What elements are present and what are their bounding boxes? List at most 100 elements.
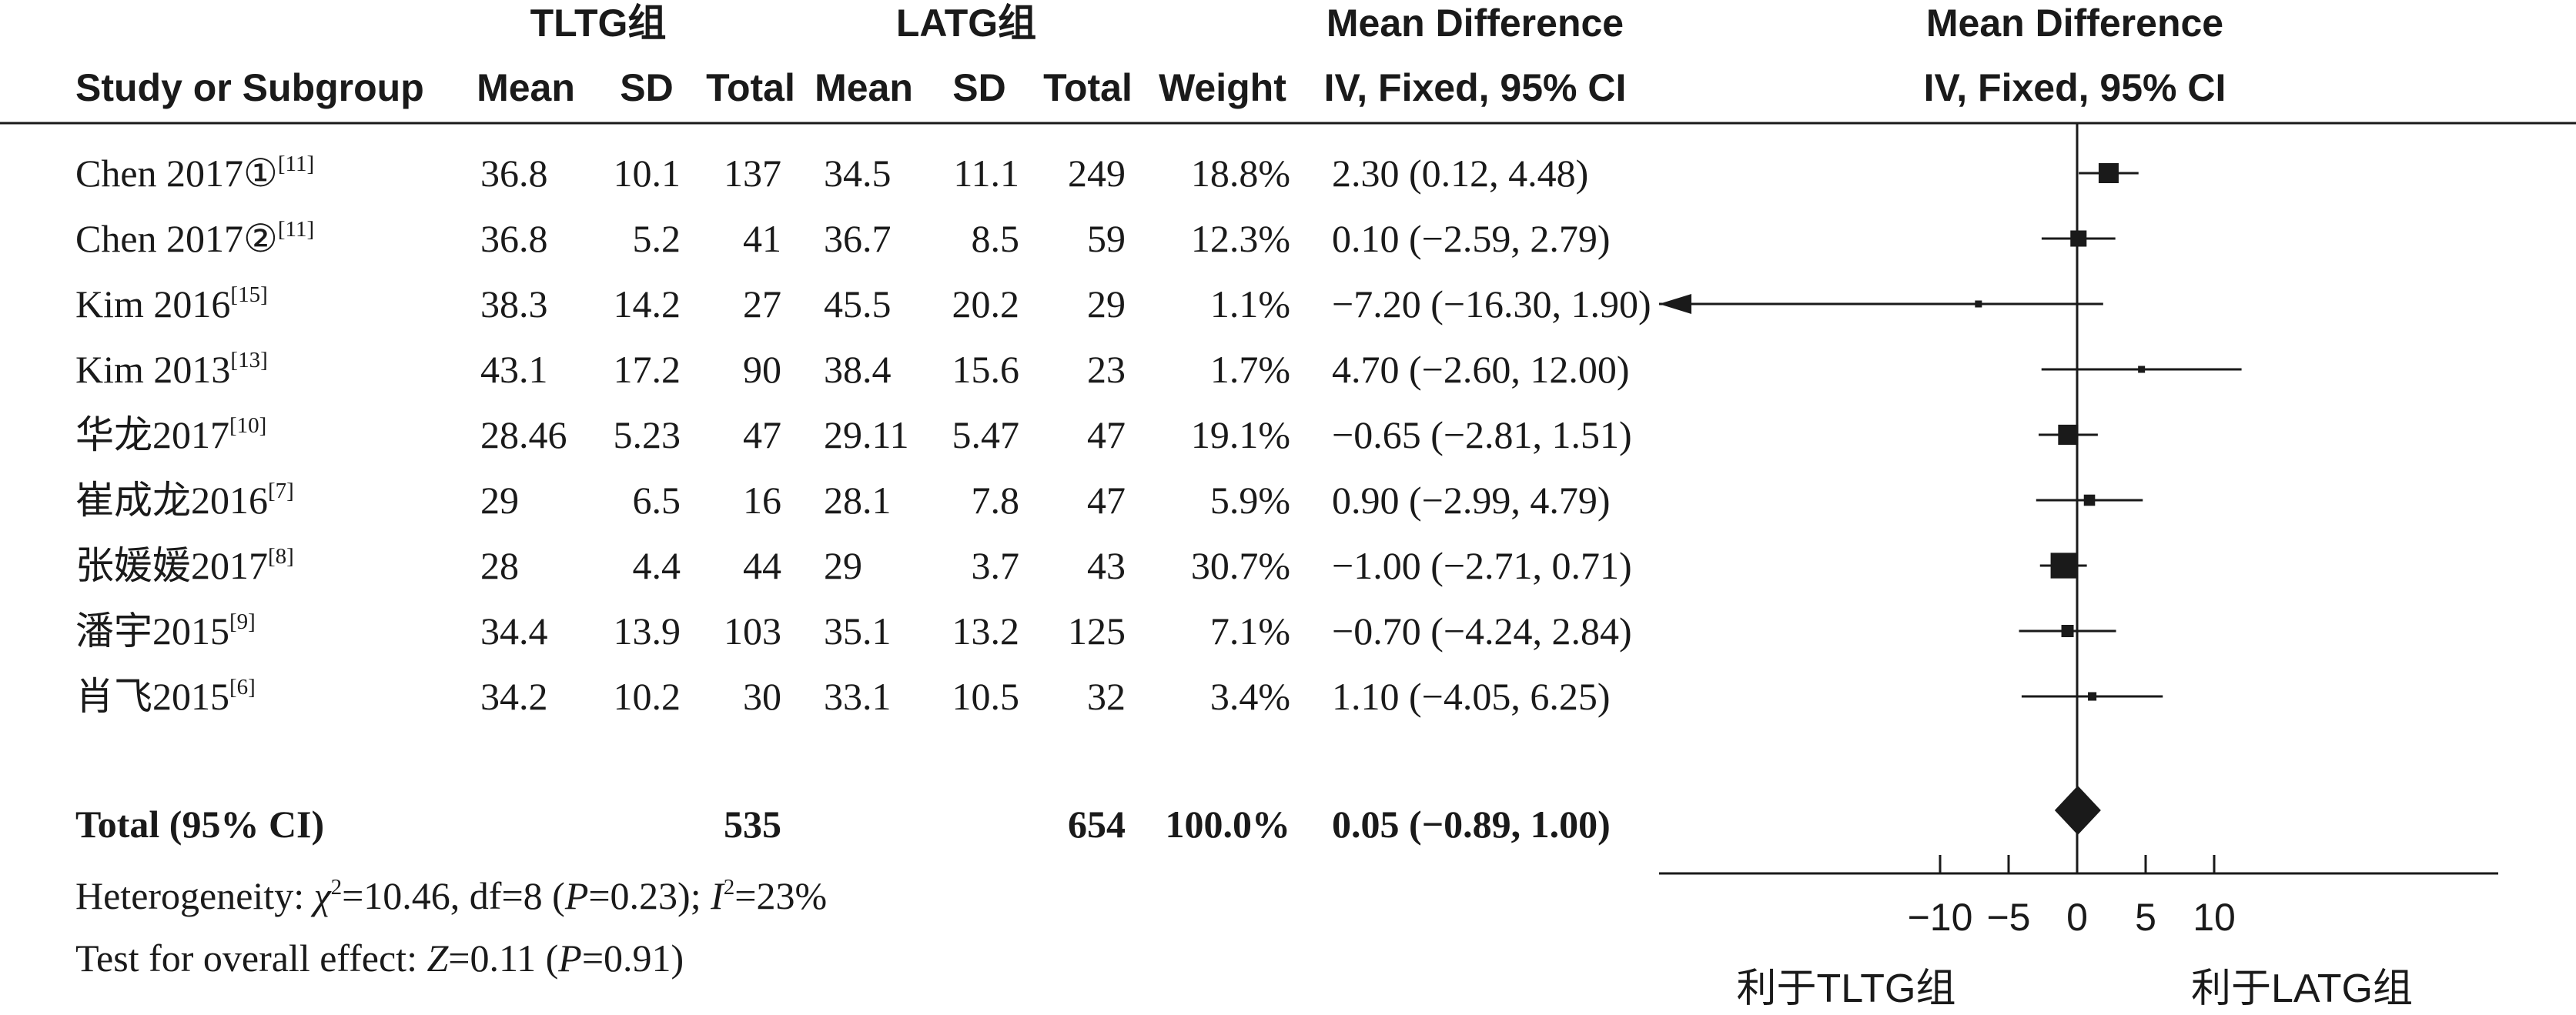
study-rows: Chen 2017①[11] 36.8 10.1 137 34.5 11.1 249 18.8… [75, 152, 1651, 718]
study-name-text: 崔成龙2016 [75, 479, 268, 522]
group1-sd-cell: 13.9 [614, 609, 681, 653]
total-ci: 0.05 (−0.89, 1.00) [1332, 803, 1611, 846]
mean-difference-ci-cell: −7.20 (−16.30, 1.90) [1332, 282, 1651, 326]
group2-total-cell: 47 [1087, 413, 1126, 456]
group2-total-header: Total [1043, 66, 1132, 109]
study-name-text: 华龙2017 [75, 413, 229, 456]
group2-sd-cell: 8.5 [972, 217, 1020, 260]
study-name-text: Chen 2017② [75, 217, 278, 260]
mean-difference-ci-cell: −0.65 (−2.81, 1.51) [1332, 413, 1632, 456]
group1-total-cell: 137 [724, 152, 781, 195]
group1-total-header: Total [706, 66, 795, 109]
group2-sd-cell: 7.8 [972, 479, 1020, 522]
group2-mean-cell: 29.11 [824, 413, 909, 456]
x-axis-tick-label: 5 [2135, 896, 2156, 939]
group2-mean-header: Mean [815, 66, 913, 109]
overall-p-value: =0.91) [582, 937, 684, 980]
heterogeneity-p-symbol: P [564, 874, 589, 917]
study-reference: [6] [229, 675, 256, 699]
study-row: Kim 2016[15] 38.3 14.2 27 45.5 20.2 29 1.1% −7.2… [75, 282, 1651, 326]
group2-sd-cell: 13.2 [952, 609, 1020, 653]
group1-mean-cell: 36.8 [480, 152, 548, 195]
study-name: Kim 2016[15] [75, 282, 268, 326]
study-row: 张媛媛2017[8] 28 4.4 44 29 3.7 43 30.7% −1.00 (−2.7… [75, 544, 1632, 587]
study-name: 华龙2017[10] [75, 413, 266, 456]
group1-sd-cell: 5.23 [614, 413, 681, 456]
study-name: 张媛媛2017[8] [75, 544, 294, 587]
group1-mean-cell: 38.3 [480, 282, 548, 326]
study-row: Chen 2017②[11] 36.8 5.2 41 36.7 8.5 59 12.3% 0.1… [75, 217, 1611, 260]
chi-symbol: χ [311, 874, 333, 917]
group1-mean-cell: 29 [480, 479, 519, 522]
study-name-text: Kim 2016 [75, 282, 230, 326]
group1-mean-cell: 43.1 [480, 348, 548, 391]
group1-mean-cell: 34.2 [480, 675, 548, 718]
study-effect-square [2083, 494, 2096, 506]
weight-cell: 3.4% [1210, 675, 1290, 718]
study-name: 崔成龙2016[7] [75, 479, 294, 522]
study-row: Kim 2013[13] 43.1 17.2 90 38.4 15.6 23 1.7% 4.70… [75, 348, 1630, 391]
group2-sd-cell: 20.2 [952, 282, 1020, 326]
pooled-effect-diamond [2054, 786, 2101, 835]
mean-difference-ci-cell: 0.90 (−2.99, 4.79) [1332, 479, 1611, 522]
study-row: 华龙2017[10] 28.46 5.23 47 29.11 5.47 47 19.1% −0.… [75, 413, 1632, 456]
group1-total-cell: 27 [743, 282, 781, 326]
group1-sd-cell: 14.2 [614, 282, 681, 326]
group1-sd-cell: 6.5 [633, 479, 681, 522]
favours-right-label: 利于LATG组 [2191, 967, 2413, 1011]
study-reference: [15] [230, 282, 267, 307]
x-axis-tick-label: 0 [2066, 896, 2088, 939]
group2-sd-cell: 10.5 [952, 675, 1020, 718]
group1-total-cell: 16 [743, 479, 781, 522]
study-row: Chen 2017①[11] 36.8 10.1 137 34.5 11.1 249 18.8… [75, 152, 1588, 195]
study-name-text: 张媛媛2017 [75, 544, 268, 587]
study-effect-square [2098, 162, 2119, 184]
group1-mean-cell: 28 [480, 544, 519, 587]
study-name: 肖飞2015[6] [75, 675, 256, 718]
group1-sd-cell: 5.2 [633, 217, 681, 260]
study-name: Kim 2013[13] [75, 348, 268, 391]
study-effect-square [2088, 692, 2097, 701]
study-row: 潘宇2015[9] 34.4 13.9 103 35.1 13.2 125 7.1% −0.70… [75, 609, 1632, 653]
group2-total-cell: 249 [1068, 152, 1126, 195]
group1-sd-cell: 17.2 [614, 348, 681, 391]
group2-sd-cell: 15.6 [952, 348, 1020, 391]
group2-mean-cell: 28.1 [824, 479, 892, 522]
md-title-header: Mean Difference [1326, 2, 1624, 45]
x-axis-tick-label: −5 [1986, 896, 2030, 939]
favours-left-label: 利于TLTG组 [1736, 967, 1955, 1011]
study-row: 肖飞2015[6] 34.2 10.2 30 33.1 10.5 32 3.4% 1.10 (−… [75, 675, 1611, 718]
group2-header: LATG组 [896, 2, 1036, 45]
total-n1: 535 [724, 803, 781, 846]
study-effect-square [2058, 424, 2079, 446]
group2-total-cell: 59 [1087, 217, 1126, 260]
study-name-text: 肖飞2015 [75, 675, 229, 718]
mean-difference-ci-cell: −1.00 (−2.71, 0.71) [1332, 544, 1632, 587]
group2-mean-cell: 33.1 [824, 675, 892, 718]
overall-p-symbol: P [557, 937, 582, 980]
group2-mean-cell: 45.5 [824, 282, 892, 326]
study-name: Chen 2017②[11] [75, 217, 314, 260]
study-reference: [9] [229, 609, 256, 634]
i-symbol: I [710, 874, 725, 917]
heterogeneity-text: Heterogeneity: χ2=10.46, df=8 (P=0.23); … [75, 874, 827, 917]
group2-total-cell: 43 [1087, 544, 1126, 587]
overall-effect-prefix: Test for overall effect: [75, 937, 427, 980]
study-name: Chen 2017①[11] [75, 152, 314, 195]
study-row: 崔成龙2016[7] 29 6.5 16 28.1 7.8 47 5.9% 0.90 (−2.9… [75, 479, 1611, 522]
study-column-header: Study or Subgroup [75, 66, 424, 109]
group1-total-cell: 47 [743, 413, 781, 456]
group1-sd-cell: 10.2 [614, 675, 681, 718]
study-effect-square [2070, 230, 2087, 247]
plot-method-header: IV, Fixed, 95% CI [1924, 66, 2226, 109]
group1-mean-header: Mean [477, 66, 575, 109]
weight-cell: 1.7% [1210, 348, 1290, 391]
study-reference: [8] [268, 544, 294, 569]
study-name-text: 潘宇2015 [75, 609, 229, 653]
group1-total-cell: 103 [724, 609, 781, 653]
mean-difference-ci-cell: 0.10 (−2.59, 2.79) [1332, 217, 1611, 260]
heterogeneity-p-value: =0.23); [588, 874, 711, 917]
group2-mean-cell: 35.1 [824, 609, 892, 653]
